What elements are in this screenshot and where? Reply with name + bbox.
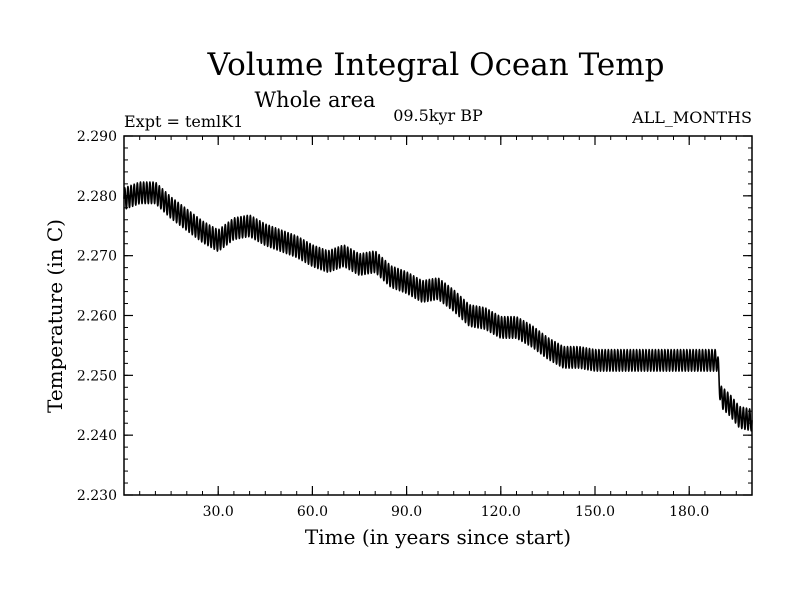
x-axis-label: Time (in years since start) <box>305 525 571 549</box>
x-tick-label: 120.0 <box>481 504 521 520</box>
x-tick-label: 60.0 <box>297 504 328 520</box>
y-axis-ticks: 2.230 2.240 2.250 2.260 2.270 2.280 2.290 <box>77 129 752 504</box>
experiment-label: Expt = temlK1 <box>124 112 243 131</box>
x-tick-label: 30.0 <box>203 504 234 520</box>
chart-title: Volume Integral Ocean Temp <box>207 47 665 83</box>
y-tick-label: 2.240 <box>77 428 117 444</box>
x-tick-label: 150.0 <box>575 504 615 520</box>
plot-frame <box>123 135 753 496</box>
y-tick-label: 2.290 <box>77 129 117 145</box>
series-line <box>123 181 753 432</box>
y-tick-label: 2.230 <box>77 488 117 504</box>
x-tick-label: 90.0 <box>391 504 422 520</box>
y-tick-label: 2.260 <box>77 309 117 325</box>
x-tick-label: 180.0 <box>669 504 709 520</box>
period-label: 09.5kyr BP <box>393 106 483 125</box>
chart-subtitle: Whole area <box>254 88 375 112</box>
y-tick-label: 2.250 <box>77 368 117 384</box>
months-label: ALL_MONTHS <box>631 108 752 127</box>
y-tick-label: 2.280 <box>77 189 117 205</box>
y-tick-label: 2.270 <box>77 249 117 265</box>
series-group <box>123 181 753 432</box>
y-axis-label: Temperature (in C) <box>43 219 67 413</box>
x-axis-ticks: 30.0 60.0 90.0 120.0 150.0 180.0 <box>139 136 737 520</box>
